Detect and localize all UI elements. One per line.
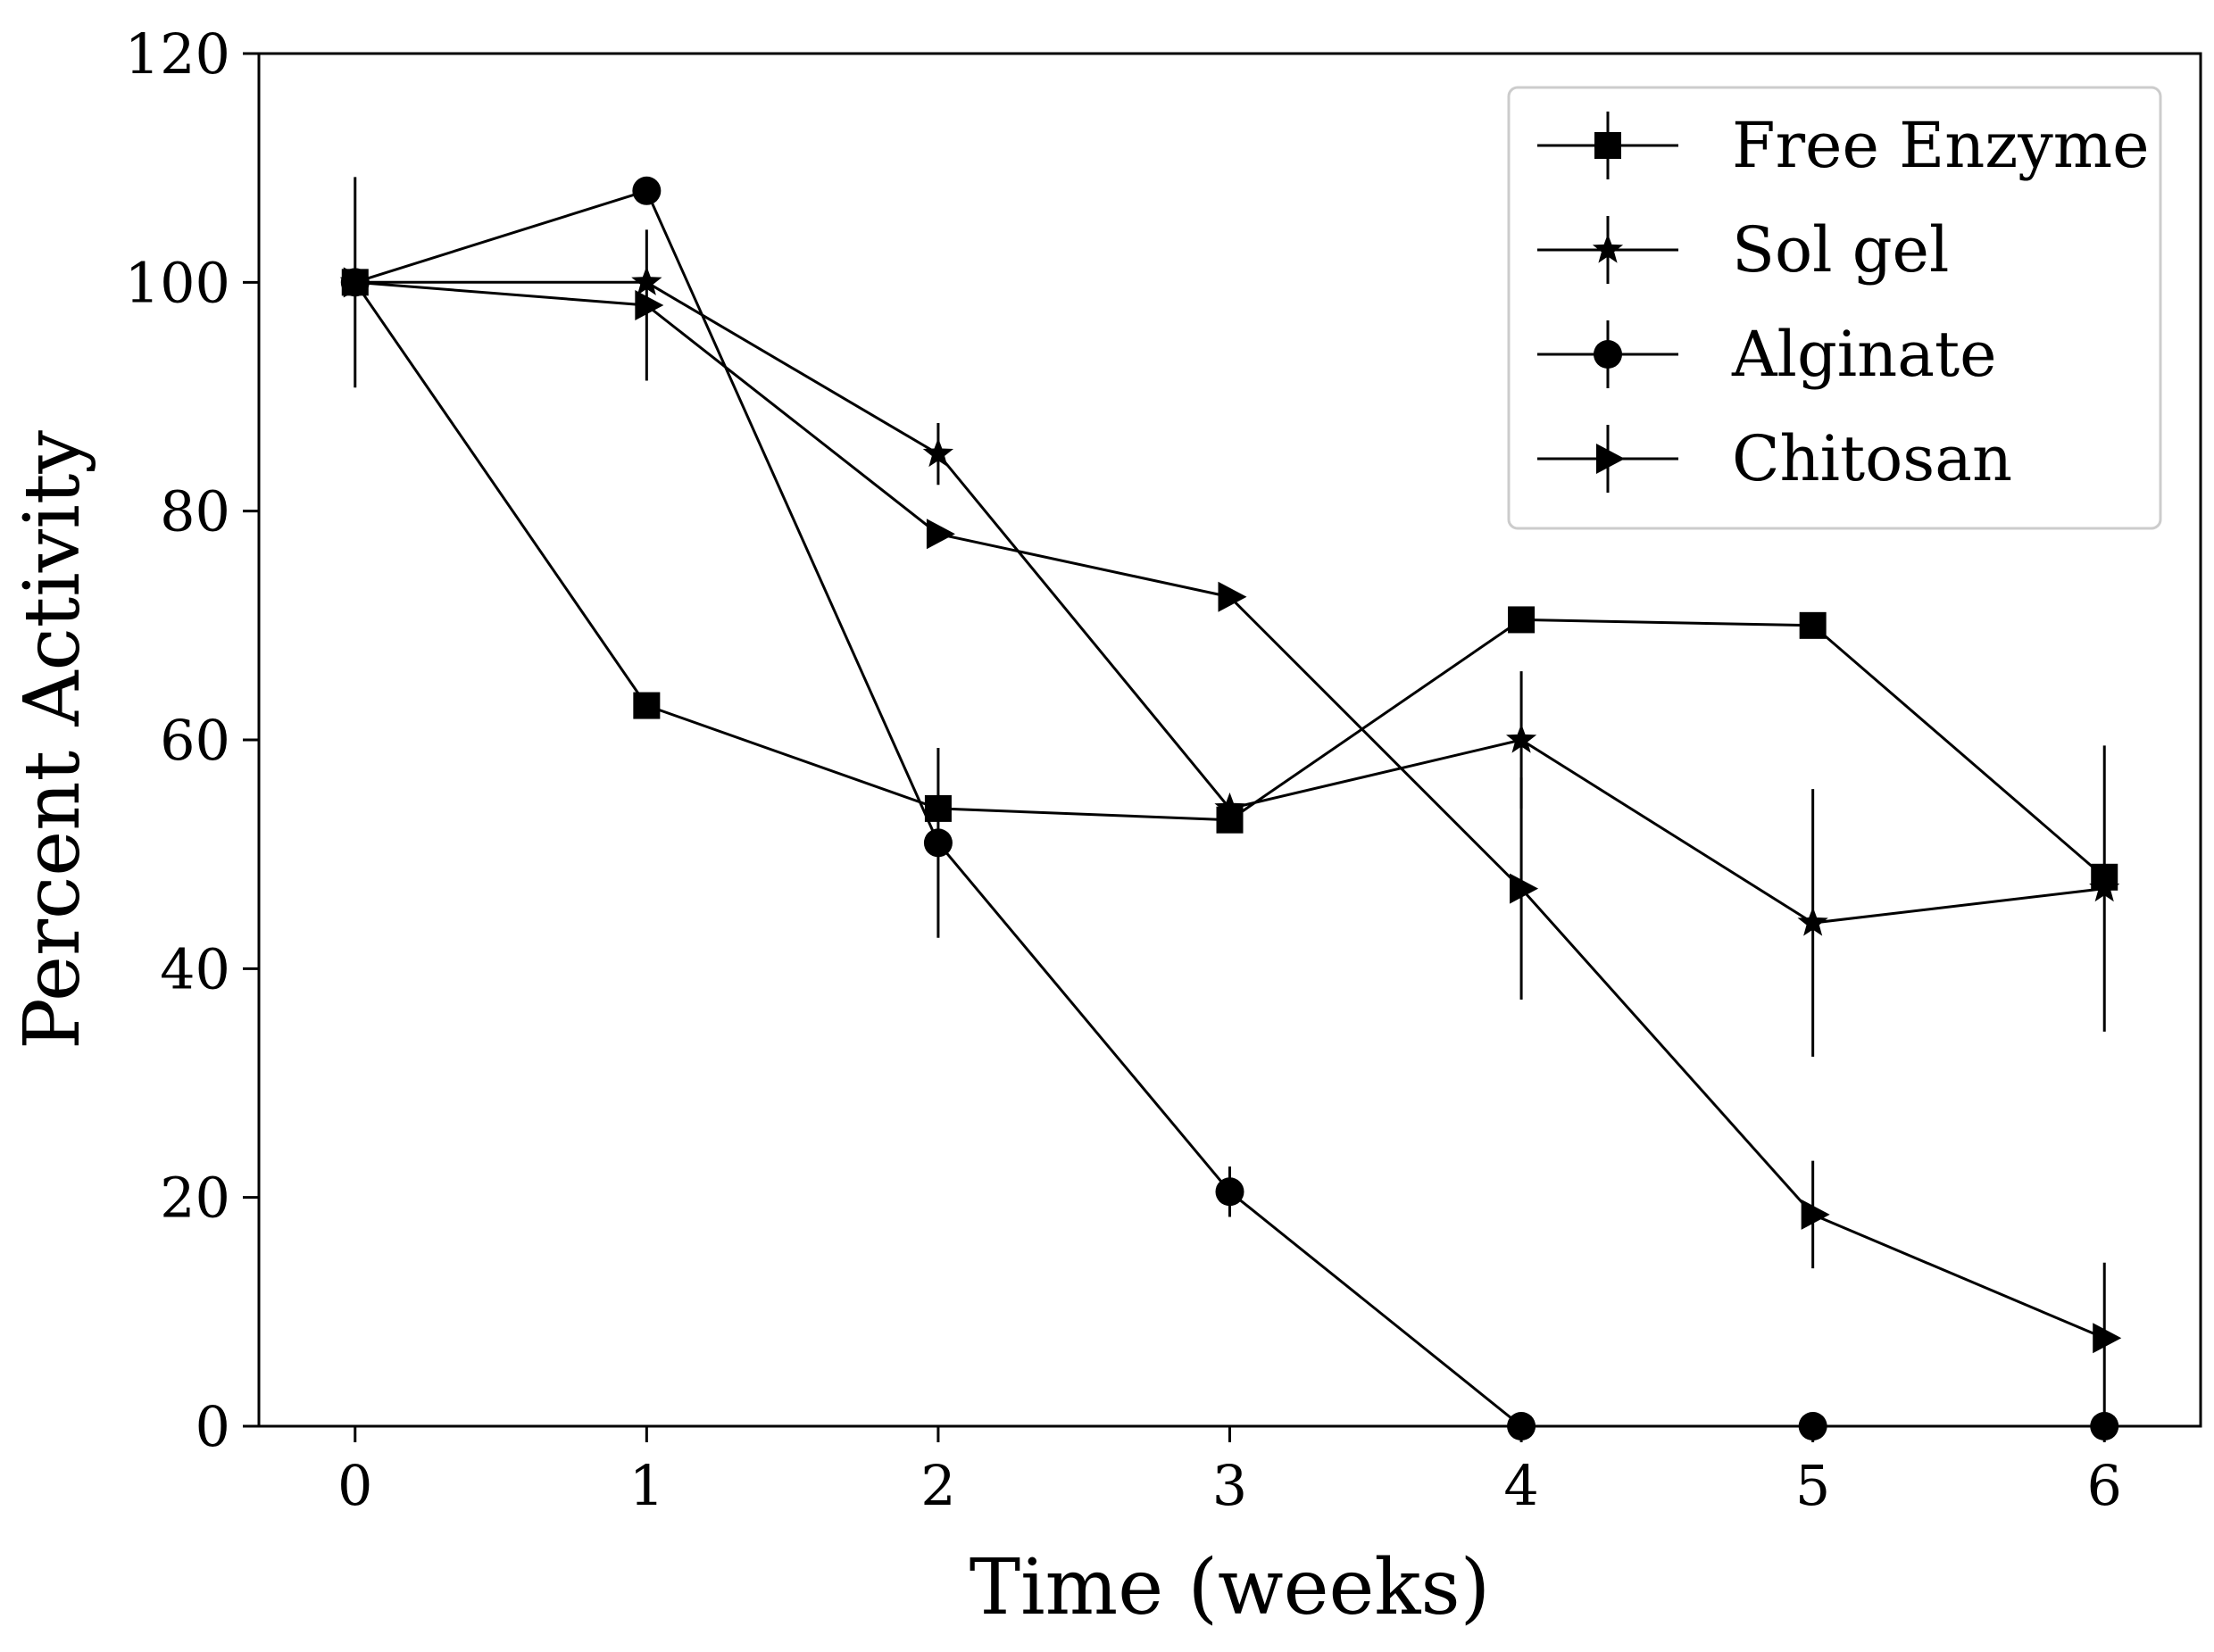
data-point [1214, 792, 1245, 822]
y-tick-label: 120 [125, 21, 230, 87]
y-tick-label: 40 [160, 936, 230, 1001]
x-tick-label: 4 [1503, 1453, 1538, 1518]
data-point [1218, 581, 1247, 612]
data-point [343, 267, 372, 298]
legend-marker [1592, 234, 1624, 263]
x-axis-title: Time (weeks) [970, 1543, 1490, 1632]
legend-item: Free Enzyme [1537, 109, 2150, 182]
data-point [635, 289, 664, 320]
data-point [923, 828, 953, 858]
legend-label: Free Enzyme [1732, 109, 2150, 182]
data-point [633, 692, 661, 719]
legend-marker [1594, 340, 1622, 369]
data-point [1801, 1199, 1830, 1230]
data-point [926, 519, 955, 550]
x-tick-label: 6 [2087, 1453, 2122, 1518]
y-tick-label: 80 [160, 479, 230, 544]
legend-marker [1596, 444, 1625, 474]
data-point [2089, 872, 2120, 902]
data-point [1797, 907, 1828, 936]
legend-item: Chitosan [1537, 422, 2012, 495]
data-point [1215, 1177, 1244, 1207]
x-tick-label: 1 [629, 1453, 664, 1518]
legend-marker [1594, 132, 1621, 159]
legend-item: Alginate [1537, 318, 1997, 391]
y-axis-title: Percent Activity [8, 430, 97, 1050]
data-point [632, 176, 662, 205]
legend-box [1507, 86, 2162, 530]
data-point [1510, 873, 1539, 904]
y-tick-label: 100 [125, 250, 230, 315]
legend: Free Enzyme Sol gel Alginate Chitosan [1507, 86, 2162, 530]
y-tick-label: 0 [196, 1394, 230, 1459]
y-tick-label: 60 [160, 708, 230, 773]
data-point [2093, 1323, 2122, 1354]
data-point [1506, 724, 1537, 753]
x-tick-label: 3 [1212, 1453, 1247, 1518]
legend-label: Sol gel [1732, 213, 1949, 286]
legend-item: Sol gel [1537, 213, 1949, 286]
data-point [1508, 606, 1536, 634]
legend-label: Chitosan [1732, 422, 2012, 495]
data-point [1799, 611, 1827, 639]
x-tick-label: 0 [337, 1453, 372, 1518]
data-point [922, 437, 953, 468]
legend-label: Alginate [1731, 318, 1997, 391]
x-tick-label: 2 [920, 1453, 955, 1518]
series-chitosan [343, 177, 2122, 1414]
y-tick-label: 20 [160, 1166, 230, 1231]
x-tick-label: 5 [1795, 1453, 1830, 1518]
